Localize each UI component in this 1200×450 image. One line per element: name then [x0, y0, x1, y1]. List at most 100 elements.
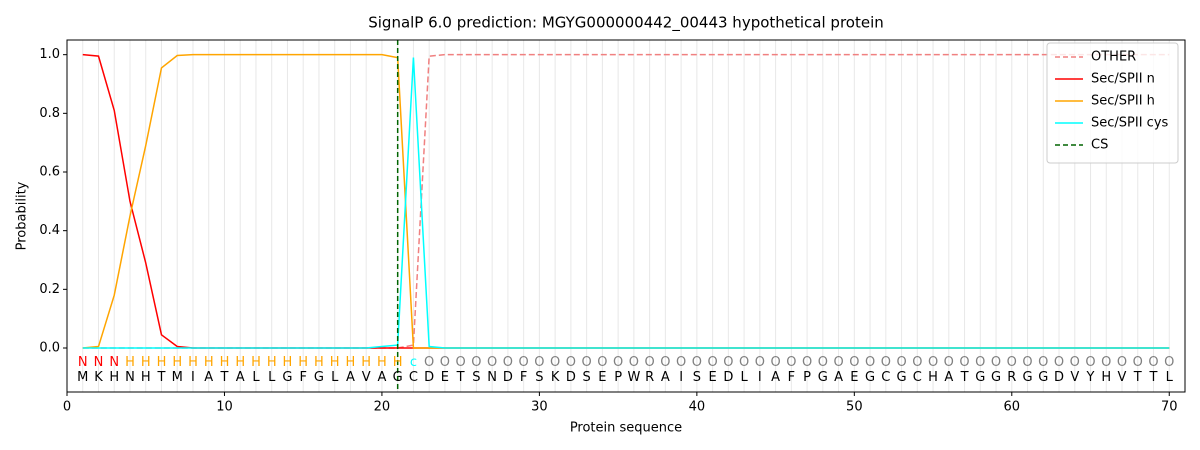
region-label: O [1164, 355, 1174, 370]
residue-label: I [758, 370, 762, 385]
region-label: O [582, 355, 592, 370]
residue-label: Y [1086, 370, 1095, 385]
region-label: O [1101, 355, 1111, 370]
residue-label: H [109, 370, 119, 385]
region-label: O [802, 355, 812, 370]
region-label: N [109, 355, 119, 370]
y-tick-label: 1.0 [39, 47, 60, 62]
y-axis-label: Probability [15, 181, 30, 250]
region-label: O [944, 355, 954, 370]
residue-label: E [850, 370, 858, 385]
region-label: O [471, 355, 481, 370]
x-tick-label: 30 [531, 400, 548, 415]
region-label: N [78, 355, 88, 370]
region-label: N [94, 355, 104, 370]
region-label: O [645, 355, 655, 370]
region-label: O [912, 355, 922, 370]
x-tick-label: 70 [1161, 400, 1178, 415]
region-label: O [456, 355, 466, 370]
region-label: O [1133, 355, 1143, 370]
residue-label: G [991, 370, 1001, 385]
residue-label: V [1070, 370, 1079, 385]
residue-label: E [708, 370, 716, 385]
region-label: H [157, 355, 167, 370]
region-label: H [393, 355, 403, 370]
residue-label: C [913, 370, 922, 385]
series-line [82, 53, 1170, 349]
residue-label: N [125, 370, 135, 385]
residue-label: I [679, 370, 683, 385]
region-label: H [377, 355, 387, 370]
residue-label: A [771, 370, 780, 385]
legend-label: Sec/SPII h [1091, 94, 1155, 109]
region-label: H [314, 355, 324, 370]
region-label: H [298, 355, 308, 370]
region-label: O [1085, 355, 1095, 370]
x-tick-label: 0 [63, 400, 71, 415]
region-label: H [267, 355, 277, 370]
region-label: H [220, 355, 230, 370]
residue-label: M [172, 370, 183, 385]
legend-label: Sec/SPII cys [1091, 116, 1169, 131]
residue-label: F [520, 370, 527, 385]
region-label: O [534, 355, 544, 370]
residue-label: A [834, 370, 843, 385]
region-label: O [881, 355, 891, 370]
residue-label: R [1007, 370, 1016, 385]
residue-label: S [583, 370, 591, 385]
region-label: H [188, 355, 198, 370]
residue-label: G [975, 370, 985, 385]
region-label: H [346, 355, 356, 370]
x-tick-label: 50 [846, 400, 863, 415]
region-label: H [172, 355, 182, 370]
region-label: H [283, 355, 293, 370]
residue-label: K [551, 370, 560, 385]
residue-label: G [818, 370, 828, 385]
region-label: O [676, 355, 686, 370]
residue-label: M [77, 370, 88, 385]
residue-label: F [299, 370, 306, 385]
chart-title: SignalP 6.0 prediction: MGYG000000442_00… [368, 14, 884, 33]
region-label: O [566, 355, 576, 370]
residue-label: A [661, 370, 670, 385]
x-tick-label: 10 [216, 400, 233, 415]
region-label: O [550, 355, 560, 370]
residue-label: K [94, 370, 103, 385]
residue-label: T [1133, 370, 1142, 385]
residue-label: S [472, 370, 480, 385]
residue-label: T [1149, 370, 1158, 385]
residue-label: G [865, 370, 875, 385]
region-label: H [330, 355, 340, 370]
residue-label: R [645, 370, 654, 385]
legend-label: Sec/SPII n [1091, 72, 1155, 87]
residue-label: S [693, 370, 701, 385]
region-label: O [424, 355, 434, 370]
residue-label: H [928, 370, 938, 385]
residue-label: H [1101, 370, 1111, 385]
region-label: O [849, 355, 859, 370]
region-label: O [487, 355, 497, 370]
region-label: O [928, 355, 938, 370]
y-tick-label: 0.2 [39, 282, 60, 297]
residue-label: H [141, 370, 151, 385]
region-label: O [896, 355, 906, 370]
series-line [82, 53, 1170, 349]
residue-label: C [409, 370, 418, 385]
residue-label: T [219, 370, 228, 385]
residue-label: G [1022, 370, 1032, 385]
x-axis-label: Protein sequence [570, 421, 682, 436]
series-line [82, 53, 1170, 349]
residue-label: D [723, 370, 733, 385]
region-label: O [613, 355, 623, 370]
residue-label: G [314, 370, 324, 385]
series-line [82, 57, 1170, 349]
plot-frame [66, 39, 1186, 393]
legend-frame [1046, 42, 1179, 164]
residue-label: V [1118, 370, 1127, 385]
region-label: O [1148, 355, 1158, 370]
region-label: O [1117, 355, 1127, 370]
region-label: O [755, 355, 765, 370]
y-tick-label: 0.0 [39, 341, 60, 356]
region-label: O [786, 355, 796, 370]
